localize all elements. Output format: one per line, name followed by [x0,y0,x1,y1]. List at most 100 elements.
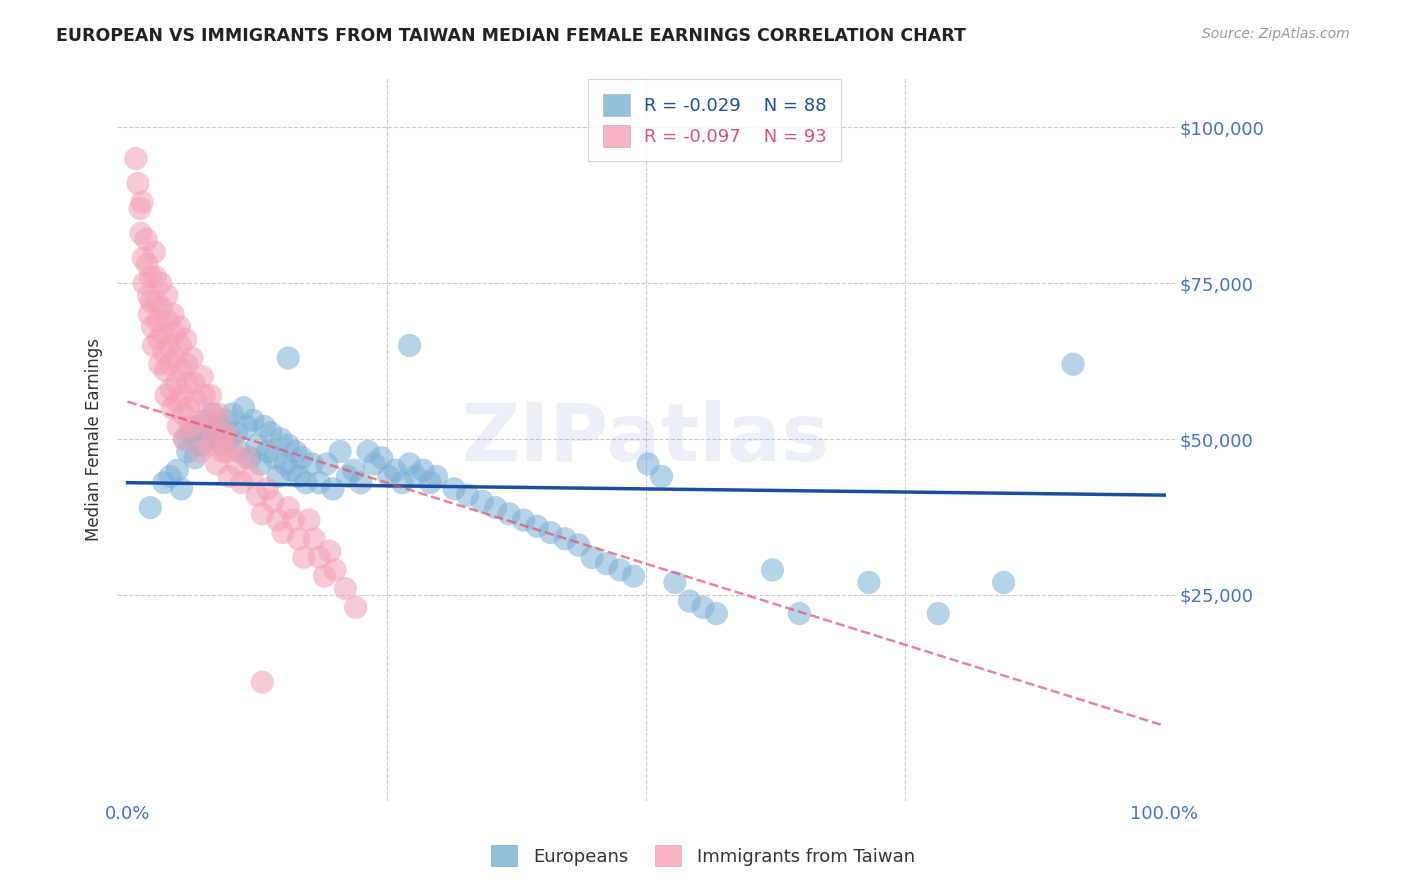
Point [176,376,198,390]
Text: EUROPEAN VS IMMIGRANTS FROM TAIWAN MEDIAN FEMALE EARNINGS CORRELATION CHART: EUROPEAN VS IMMIGRANTS FROM TAIWAN MEDIA… [56,27,966,45]
Point [485,500,508,515]
Point [567,538,589,552]
Point [152,326,174,340]
Point [344,600,367,615]
Point [176,444,198,458]
Point [200,388,222,402]
Point [443,482,465,496]
Point [256,444,278,458]
Point [526,519,548,533]
Point [623,569,645,583]
Text: Source: ZipAtlas.com: Source: ZipAtlas.com [1202,27,1350,41]
Point [149,276,172,290]
Point [263,450,285,465]
Point [129,202,152,216]
Point [252,675,274,690]
Point [398,457,420,471]
Point [650,469,672,483]
Point [287,469,309,483]
Point [162,307,184,321]
Point [190,438,212,452]
Point [163,326,186,340]
Point [323,563,346,577]
Point [173,432,195,446]
Point [225,425,247,440]
Point [173,432,195,446]
Point [271,525,294,540]
Point [160,382,183,396]
Point [287,532,309,546]
Point [270,432,292,446]
Point [177,401,200,415]
Point [1062,357,1084,371]
Point [215,413,238,427]
Point [134,276,156,290]
Point [136,288,159,302]
Point [302,532,325,546]
Point [231,475,253,490]
Point [315,457,337,471]
Point [176,357,198,371]
Point [184,394,207,409]
Point [277,438,299,452]
Point [259,425,281,440]
Point [319,544,342,558]
Point [165,351,187,365]
Point [314,569,336,583]
Point [156,288,179,302]
Point [262,494,284,508]
Point [169,338,191,352]
Point [187,419,209,434]
Point [142,338,165,352]
Point [595,557,617,571]
Point [160,401,183,415]
Point [246,438,269,452]
Point [141,319,163,334]
Point [153,475,176,490]
Point [208,407,231,421]
Point [412,463,434,477]
Point [252,507,274,521]
Point [212,444,235,458]
Point [201,407,224,421]
Point [581,550,603,565]
Point [129,227,152,241]
Point [169,319,191,334]
Point [218,469,240,483]
Point [174,332,197,346]
Point [217,444,239,458]
Point [180,351,202,365]
Point [173,407,195,421]
Point [419,475,441,490]
Point [370,450,392,465]
Point [155,388,177,402]
Point [858,575,880,590]
Point [280,463,302,477]
Point [246,488,269,502]
Point [214,425,236,440]
Legend: Europeans, Immigrants from Taiwan: Europeans, Immigrants from Taiwan [484,838,922,874]
Point [405,469,427,483]
Point [127,177,149,191]
Point [277,500,299,515]
Point [274,457,297,471]
Point [197,438,219,452]
Point [194,413,217,427]
Legend: R = -0.029    N = 88, R = -0.097    N = 93: R = -0.029 N = 88, R = -0.097 N = 93 [588,79,841,161]
Point [153,363,176,377]
Point [150,301,173,315]
Point [157,338,180,352]
Point [267,469,290,483]
Point [292,550,315,565]
Point [167,419,190,434]
Point [267,513,290,527]
Point [208,419,231,434]
Point [153,344,176,359]
Point [283,513,305,527]
Point [301,457,323,471]
Point [232,401,254,415]
Point [256,482,278,496]
Point [391,475,413,490]
Point [193,388,215,402]
Point [637,457,659,471]
